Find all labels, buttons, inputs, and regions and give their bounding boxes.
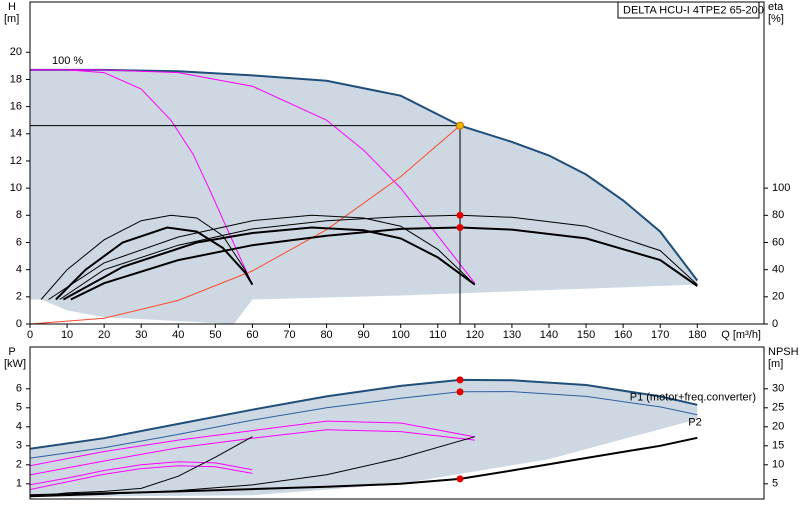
operating-point	[456, 475, 464, 483]
y-tick-label: 2	[16, 459, 22, 471]
curve	[59, 214, 698, 300]
x-tick-label: 0	[27, 329, 33, 341]
curve	[30, 391, 698, 459]
curve	[30, 436, 253, 498]
x-tick-label: 90	[358, 329, 370, 341]
y-tick-label: 4	[16, 264, 22, 276]
plot-area	[30, 378, 698, 498]
y-tick-label: 6	[16, 236, 22, 248]
x-tick-label: 110	[429, 329, 447, 341]
plot-frame	[29, 346, 765, 500]
y-tick-label: 10	[10, 182, 22, 194]
curve	[70, 226, 698, 301]
curve	[30, 465, 253, 490]
operating-region	[30, 379, 698, 498]
y-tick-label: 1	[16, 478, 22, 490]
y-tick-label: 4	[16, 421, 22, 433]
x-tick-label: 150	[577, 329, 595, 341]
curve	[30, 69, 476, 284]
plot-frame	[29, 1, 765, 325]
y-tick-label: 0	[16, 318, 22, 330]
y2-tick-label: 80	[772, 209, 784, 221]
curve	[40, 214, 253, 300]
y2-axis-label: eta	[768, 1, 784, 13]
x-tick-label: 170	[651, 329, 669, 341]
curve	[30, 429, 475, 476]
y-tick-label: 14	[10, 128, 22, 140]
x-tick-label: 180	[688, 329, 706, 341]
y2-tick-label: 5	[772, 478, 778, 490]
y-axis-label: P	[8, 346, 15, 358]
title-box	[617, 1, 760, 19]
y2-tick-label: 40	[772, 264, 784, 276]
y-axis-label: H	[8, 1, 16, 13]
y-tick-label: 20	[10, 46, 22, 58]
curve	[30, 125, 461, 324]
y-tick-label: 2	[16, 291, 22, 303]
operating-point	[456, 224, 464, 232]
y2-tick-label: 100	[772, 182, 790, 194]
operating-point	[456, 121, 465, 130]
x-axis-label: Q [m³/h]	[721, 329, 761, 341]
x-tick-label: 140	[540, 329, 558, 341]
operating-point	[456, 376, 464, 384]
y2-tick-label: 15	[772, 440, 784, 452]
y-tick-label: 5	[16, 402, 22, 414]
x-tick-label: 130	[503, 329, 521, 341]
x-tick-label: 40	[172, 329, 184, 341]
y2-tick-label: 30	[772, 383, 784, 395]
x-tick-label: 50	[209, 329, 221, 341]
curve	[48, 214, 476, 300]
x-tick-label: 160	[614, 329, 632, 341]
x-tick-label: 20	[98, 329, 110, 341]
x-tick-label: 100	[392, 329, 410, 341]
curve	[30, 378, 698, 450]
y-tick-label: 8	[16, 209, 22, 221]
curve	[30, 420, 475, 467]
x-tick-label: 30	[135, 329, 147, 341]
x-tick-label: 120	[466, 329, 484, 341]
x-tick-label: 10	[61, 329, 73, 341]
curve	[30, 461, 253, 486]
curve-label: P1 (motor+freq.converter)	[630, 392, 756, 404]
curve	[30, 69, 253, 285]
chart-title: DELTA HCU-I 4TPE2 65-200	[623, 4, 764, 16]
y2-axis-unit: [%]	[768, 13, 784, 25]
y2-tick-label: 25	[772, 402, 784, 414]
y2-tick-label: 20	[772, 421, 784, 433]
y2-tick-label: 60	[772, 236, 784, 248]
y2-tick-label: 10	[772, 459, 784, 471]
x-tick-label: 70	[283, 329, 295, 341]
curve	[30, 436, 475, 498]
y2-tick-label: 0	[772, 318, 778, 330]
curve	[55, 226, 254, 301]
y2-tick-label: 20	[772, 291, 784, 303]
y-axis-unit: [m]	[4, 13, 19, 25]
plot-area	[30, 68, 699, 324]
y-axis-unit: [kW]	[4, 358, 26, 370]
x-tick-label: 60	[246, 329, 258, 341]
operating-point	[456, 388, 464, 396]
operating-point	[456, 211, 464, 219]
y-tick-label: 18	[10, 73, 22, 85]
operating-region	[30, 69, 698, 324]
y-tick-label: 16	[10, 101, 22, 113]
y-tick-label: 3	[16, 440, 22, 452]
y2-axis-label: NPSH	[768, 346, 799, 358]
curve-label: P2	[688, 417, 701, 429]
y2-axis-unit: [m]	[768, 358, 783, 370]
x-tick-label: 80	[320, 329, 332, 341]
curve-label: 100 %	[52, 55, 83, 67]
curve	[62, 226, 476, 301]
y-tick-label: 12	[10, 155, 22, 167]
y-tick-label: 6	[16, 383, 22, 395]
